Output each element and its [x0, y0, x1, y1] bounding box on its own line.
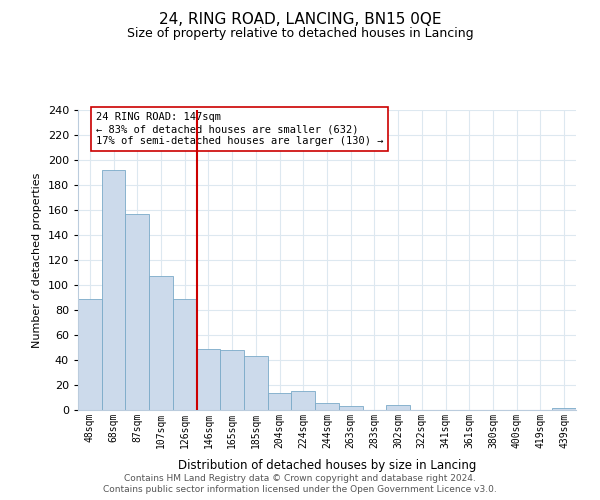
Bar	[125, 214, 149, 410]
Bar	[220, 350, 244, 410]
Y-axis label: Number of detached properties: Number of detached properties	[32, 172, 42, 348]
Bar	[386, 405, 410, 410]
Text: Contains HM Land Registry data © Crown copyright and database right 2024.
Contai: Contains HM Land Registry data © Crown c…	[103, 474, 497, 494]
Bar	[339, 406, 362, 410]
Bar	[149, 276, 173, 410]
Bar	[292, 391, 315, 410]
Bar	[173, 298, 197, 410]
Text: Size of property relative to detached houses in Lancing: Size of property relative to detached ho…	[127, 28, 473, 40]
Bar	[197, 349, 220, 410]
Bar	[78, 298, 102, 410]
Bar	[244, 356, 268, 410]
Bar	[268, 392, 292, 410]
Bar	[102, 170, 125, 410]
Bar	[315, 402, 339, 410]
Bar	[552, 408, 576, 410]
Text: 24 RING ROAD: 147sqm
← 83% of detached houses are smaller (632)
17% of semi-deta: 24 RING ROAD: 147sqm ← 83% of detached h…	[96, 112, 383, 146]
Text: 24, RING ROAD, LANCING, BN15 0QE: 24, RING ROAD, LANCING, BN15 0QE	[159, 12, 441, 28]
X-axis label: Distribution of detached houses by size in Lancing: Distribution of detached houses by size …	[178, 459, 476, 472]
